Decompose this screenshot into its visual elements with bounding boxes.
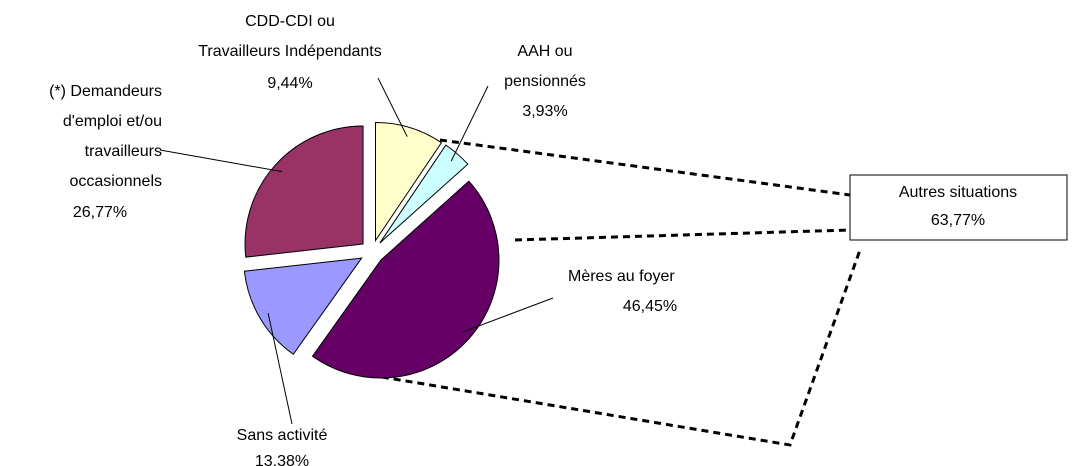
slice-label: Travailleurs Indépendants: [198, 43, 382, 60]
callout-line: [369, 249, 862, 447]
slice-label: Sans activité: [237, 427, 328, 444]
leader-line: [450, 85, 489, 162]
leader-line: [267, 313, 293, 425]
callout-line: [514, 228, 851, 242]
callout-title: Autres situations: [899, 184, 1017, 201]
slice-label: CDD-CDI ou: [245, 13, 335, 30]
leader-line: [377, 77, 408, 137]
slice-label: travailleurs: [85, 143, 162, 160]
leader-line: [159, 149, 283, 173]
slice-label: d'emploi et/ou: [63, 113, 162, 130]
value-label: 46,45%: [623, 298, 677, 315]
pie-slice: [243, 257, 363, 355]
slice-label: occasionnels: [70, 173, 163, 190]
pie-slice: [375, 122, 443, 243]
slice-label: Mères au foyer: [568, 268, 675, 285]
pie-slice: [244, 125, 364, 258]
callout-value: 63,77%: [931, 212, 985, 229]
value-label: 13,38%: [255, 453, 309, 466]
leader-line: [461, 297, 554, 333]
pie-slice: [379, 144, 469, 244]
value-label: 26,77%: [73, 204, 127, 221]
pie-slice: [311, 180, 500, 379]
slice-label: (*) Demandeurs: [49, 83, 162, 100]
value-label: 3,93%: [522, 103, 567, 120]
callout-line: [439, 138, 851, 197]
value-label: 9,44%: [267, 75, 312, 92]
callout-lines: [369, 138, 862, 447]
slice-label: AAH ou: [517, 43, 572, 60]
callout-box: [849, 174, 1068, 241]
slice-label: pensionnés: [504, 73, 586, 90]
